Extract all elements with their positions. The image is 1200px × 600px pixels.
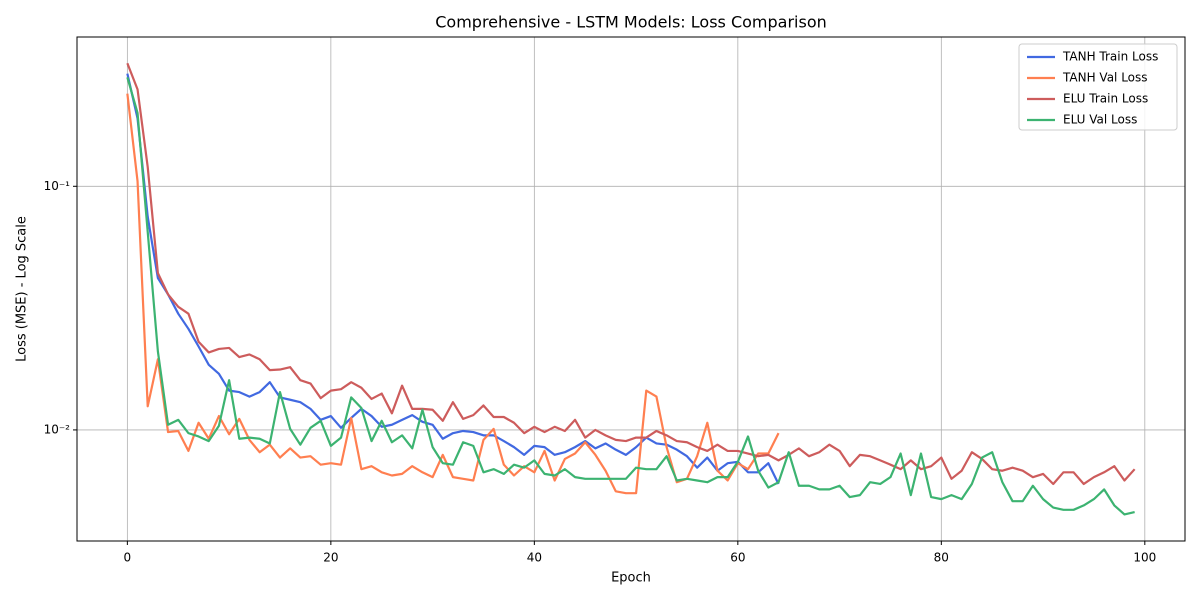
y-tick-label: 10⁻¹ bbox=[44, 179, 71, 193]
legend-label: TANH Val Loss bbox=[1062, 71, 1148, 85]
x-tick-label: 60 bbox=[730, 551, 745, 565]
x-tick-label: 40 bbox=[527, 551, 542, 565]
x-tick-label: 80 bbox=[934, 551, 949, 565]
legend-box bbox=[1018, 43, 1178, 131]
legend-label: TANH Train Loss bbox=[1062, 50, 1158, 64]
series-line bbox=[126, 73, 780, 485]
legend-label: ELU Val Loss bbox=[1063, 113, 1137, 127]
x-tick-label: 0 bbox=[124, 551, 132, 565]
legend-label: ELU Train Loss bbox=[1063, 92, 1148, 106]
x-tick-label: 100 bbox=[1133, 551, 1156, 565]
plot-frame bbox=[76, 36, 1186, 542]
x-tick-label: 20 bbox=[323, 551, 338, 565]
x-axis-label: Epoch bbox=[611, 571, 651, 586]
series-line bbox=[126, 77, 1135, 516]
y-axis-label: Loss (MSE) - Log Scale bbox=[15, 216, 30, 362]
chart-title: Comprehensive - LSTM Models: Loss Compar… bbox=[435, 13, 827, 32]
y-tick-label: 10⁻² bbox=[44, 422, 71, 436]
series-line bbox=[126, 62, 1136, 486]
